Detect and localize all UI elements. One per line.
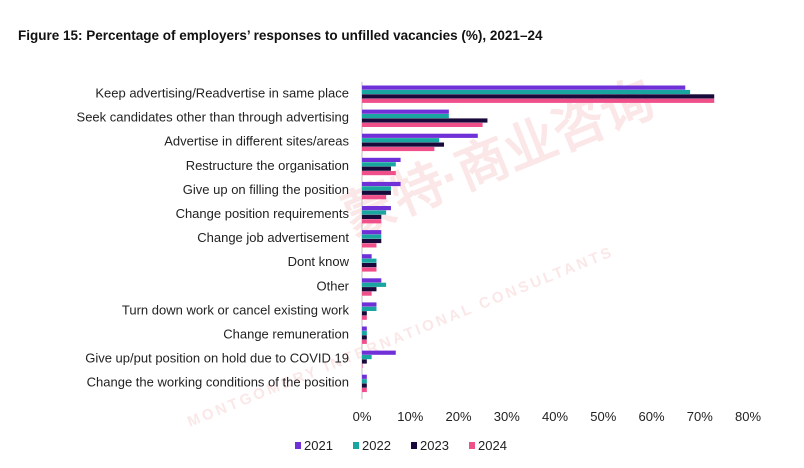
x-tick-label: 60%	[638, 409, 664, 424]
legend-label: 2024	[478, 438, 507, 453]
bar-2024	[362, 315, 367, 320]
category-label: Other	[316, 278, 349, 293]
bar-2023	[362, 311, 367, 316]
bar-2024	[362, 339, 367, 344]
legend-swatch-2021	[295, 442, 301, 449]
legend-label: 2022	[362, 438, 391, 453]
bar-2021	[362, 254, 372, 259]
bar-2022	[362, 282, 387, 287]
bar-2024	[362, 219, 382, 224]
bar-2022	[362, 330, 367, 336]
bar-2021	[362, 326, 367, 331]
bar-2023	[362, 142, 445, 147]
bar-2022	[362, 210, 387, 215]
bar-2024	[362, 243, 377, 248]
category-label: Turn down work or cancel existing work	[122, 302, 350, 317]
legend-swatch-2024	[469, 442, 475, 449]
bar-2022	[362, 89, 691, 95]
bar-2023	[362, 287, 377, 292]
bar-2021	[362, 350, 396, 355]
bar-2021	[362, 302, 377, 307]
bar-2022	[362, 379, 367, 384]
bar-2024	[362, 291, 372, 296]
category-label: Give up on filling the position	[183, 182, 349, 197]
bar-2021	[362, 133, 478, 138]
bar-2024	[362, 267, 377, 272]
bar-2022	[362, 355, 372, 360]
category-label: Change remuneration	[223, 327, 349, 342]
chart-title: Figure 15: Percentage of employers’ resp…	[18, 28, 543, 43]
bar-2023	[362, 166, 391, 171]
x-tick-label: 40%	[542, 409, 568, 424]
bar-2022	[362, 234, 382, 239]
x-tick-label: 10%	[397, 409, 423, 424]
bar-2024	[362, 387, 367, 393]
legend-label: 2021	[304, 438, 333, 453]
bar-2021	[362, 181, 401, 187]
x-tick-label: 0%	[353, 409, 372, 424]
category-label: Change job advertisement	[197, 230, 349, 245]
category-label: Seek candidates other than through adver…	[77, 110, 349, 125]
category-label: Restructure the organisation	[186, 158, 349, 173]
category-label: Advertise in different sites/areas	[164, 134, 349, 149]
bar-2022	[362, 162, 396, 167]
bar-2021	[362, 109, 449, 114]
category-label: Keep advertising/Readvertise in same pla…	[95, 86, 349, 101]
x-tick-label: 30%	[494, 409, 520, 424]
legend-label: 2023	[420, 438, 449, 453]
bar-2023	[362, 190, 391, 195]
bar-2022	[362, 138, 440, 143]
bar-2021	[362, 157, 401, 162]
category-label: Change the working conditions of the pos…	[87, 375, 349, 390]
category-label: Change position requirements	[176, 206, 350, 221]
bar-2021	[362, 374, 367, 379]
x-tick-label: 50%	[590, 409, 616, 424]
x-tick-label: 70%	[687, 409, 713, 424]
bar-2023	[362, 359, 367, 364]
bar-2023	[362, 383, 367, 388]
bar-2024	[362, 146, 435, 152]
bar-2022	[362, 186, 391, 191]
legend-swatch-2023	[411, 442, 417, 449]
bar-2024	[362, 195, 387, 200]
bar-2023	[362, 214, 382, 219]
bar-2023	[362, 238, 382, 244]
bar-2021	[362, 206, 391, 211]
category-label: Dont know	[288, 254, 350, 269]
bar-2024	[362, 363, 363, 368]
legend-swatch-2022	[353, 442, 359, 449]
bar-2022	[362, 258, 377, 263]
bar-2023	[362, 94, 715, 99]
bar-2024	[362, 171, 396, 176]
bar-2022	[362, 114, 449, 119]
bar-2021	[362, 85, 686, 90]
bar-2022	[362, 306, 377, 311]
bar-2024	[362, 98, 715, 103]
bar-2021	[362, 230, 382, 235]
bar-2023	[362, 263, 377, 268]
x-tick-label: 20%	[445, 409, 471, 424]
category-label: Give up/put position on hold due to COVI…	[85, 351, 349, 366]
bar-2023	[362, 118, 488, 123]
bar-2021	[362, 278, 382, 283]
bar-2023	[362, 335, 367, 340]
x-tick-label: 80%	[735, 409, 761, 424]
bar-2024	[362, 122, 483, 127]
